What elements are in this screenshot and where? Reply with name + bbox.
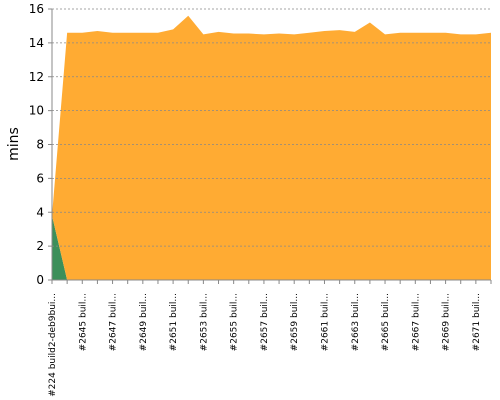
x-tick-label: #2657 buil... (260, 293, 270, 351)
y-tick-label: 8 (36, 138, 44, 152)
y-axis-label: mins (6, 127, 22, 161)
y-tick-label: 6 (36, 171, 44, 185)
x-tick-label: #2663 buil... (351, 293, 361, 351)
x-tick-label: #2669 buil... (442, 293, 452, 351)
area (52, 15, 491, 281)
x-tick-label: #2671 buil... (472, 293, 482, 351)
x-tick-label: #2659 buil... (290, 293, 300, 351)
x-tick-label: #224 build2-deb9bui... (48, 293, 58, 397)
x-tick-label: #2653 buil... (199, 293, 209, 351)
x-tick-label: #2649 buil... (139, 293, 149, 351)
x-tick-label: #2665 buil... (381, 293, 391, 351)
x-tick-label: #2655 buil... (230, 293, 240, 351)
x-tick-label: #2661 buil... (320, 293, 330, 351)
x-tick-label: #2645 buil... (78, 293, 88, 351)
x-tick-label: #2667 buil... (411, 293, 421, 351)
y-tick-label: 16 (29, 2, 44, 16)
y-tick-label: 10 (29, 104, 44, 118)
y-tick-label: 0 (36, 273, 44, 287)
x-tick-label: #2647 buil... (109, 293, 119, 351)
y-tick-label: 14 (29, 36, 44, 50)
y-tick-label: 12 (29, 70, 44, 84)
x-tick-label: #2651 buil... (169, 293, 179, 351)
y-tick-label: 2 (36, 239, 44, 253)
y-tick-label: 4 (36, 205, 44, 219)
